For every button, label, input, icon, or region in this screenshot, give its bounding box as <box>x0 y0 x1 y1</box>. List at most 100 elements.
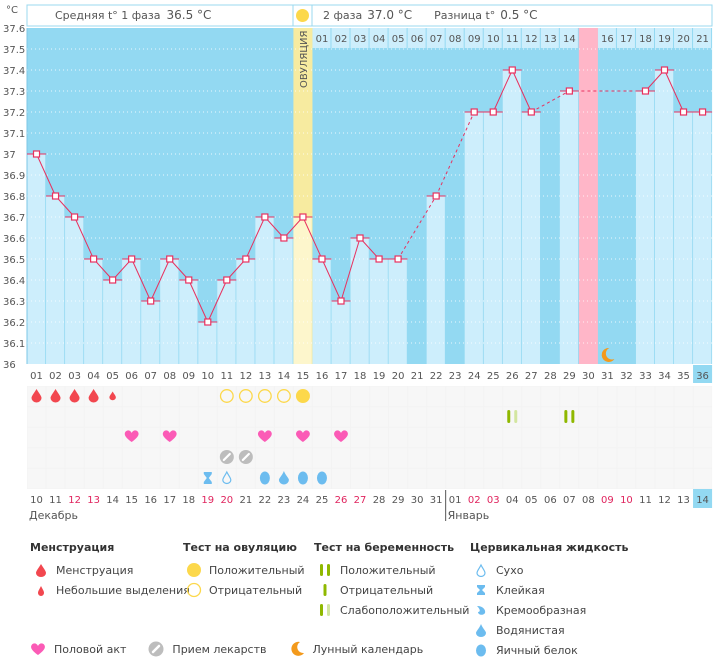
y-tick-label: 36.3 <box>3 297 25 308</box>
temperature-bar <box>464 112 483 364</box>
ovulation-negative-icon <box>219 389 234 403</box>
month-label: Январь <box>448 509 490 522</box>
calendar-date-label: 17 <box>163 495 176 506</box>
temperature-point <box>641 87 650 95</box>
symbol-cell <box>312 407 331 427</box>
symbol-grid-background <box>27 386 713 489</box>
symbol-cell <box>370 407 389 427</box>
legend-item: Половой акт <box>30 641 126 657</box>
legend-item: Лунный календарь <box>289 641 423 657</box>
post-ovulation-day-label: 02 <box>335 34 348 45</box>
legend-item: Сухо <box>470 560 628 580</box>
symbol-cell <box>65 448 84 468</box>
symbol-cell <box>141 427 160 448</box>
legend-item: Положительный <box>314 560 469 580</box>
legend-item: Кремообразная <box>470 600 628 620</box>
legend-pregnancy-test: Тест на беременность Положительный Отриц… <box>314 541 469 620</box>
calendar-date-label: 26 <box>335 495 348 506</box>
symbol-cell <box>560 386 579 407</box>
temperature-point <box>565 87 573 95</box>
heart-icon <box>31 643 45 655</box>
temperature-point <box>337 297 345 305</box>
symbol-cell <box>522 427 541 448</box>
symbol-cell <box>46 407 65 427</box>
symbol-cell <box>541 427 560 448</box>
symbol-cell <box>598 427 617 448</box>
symbol-cell <box>293 407 312 427</box>
symbol-cell <box>560 468 579 489</box>
symbol-cell <box>446 448 465 468</box>
symbol-cell <box>579 386 598 407</box>
temperature-point <box>261 213 269 221</box>
legend-ovulation-test: Тест на овуляцию Положительный Отрицател… <box>183 541 305 600</box>
cycle-day-label: 21 <box>411 371 424 382</box>
cycle-day-label: 23 <box>449 371 462 382</box>
symbol-cell <box>484 386 503 407</box>
y-tick-label: 37.6 <box>3 24 25 35</box>
temperature-bar <box>331 301 350 364</box>
legend-item: Положительный <box>183 560 305 580</box>
symbol-cell <box>465 468 484 489</box>
temperature-point <box>375 255 383 263</box>
legend-item: Менструация <box>30 560 190 580</box>
symbol-cell <box>198 427 217 448</box>
symbol-cell <box>331 448 351 468</box>
post-ovulation-day-cell <box>635 28 654 48</box>
ovulation-positive-icon <box>187 563 201 577</box>
symbol-cell <box>179 386 198 407</box>
symbol-rows: 01 02 03 04 05 06 07 08 09 10 11 12 13 14 15 16 17 18 19 20… <box>27 365 713 522</box>
fluid-eggwhite-icon <box>316 471 327 485</box>
symbol-cell <box>579 427 598 448</box>
heart-icon <box>334 430 348 442</box>
pregnancy-test-icon <box>507 410 511 423</box>
small-drop-icon <box>109 391 116 401</box>
cycle-day-label: 14 <box>278 371 291 382</box>
pregnancy-test-icon <box>514 410 518 423</box>
symbol-cell <box>560 407 579 427</box>
calendar-date-label: 24 <box>297 495 310 506</box>
symbol-cell <box>331 386 351 407</box>
cycle-day-label: 22 <box>430 371 443 382</box>
pregnancy-test-icon <box>571 410 575 423</box>
symbol-cell <box>84 427 103 448</box>
symbol-cell <box>522 448 541 468</box>
calendar-date-label: 14 <box>106 495 119 506</box>
phase2-box <box>311 4 713 27</box>
symbol-cell <box>274 448 293 468</box>
symbol-cell <box>617 427 636 448</box>
symbol-cell <box>84 407 103 427</box>
legend-item: Прием лекарств <box>148 641 267 657</box>
ovulation-negative-icon <box>276 389 291 403</box>
post-ovulation-day-label: 03 <box>354 34 367 45</box>
symbol-cell <box>427 386 446 407</box>
post-ovulation-day-cell <box>693 28 712 48</box>
ovulation-positive-icon <box>295 389 310 403</box>
cycle-day-label: 28 <box>544 371 557 382</box>
temperature-point <box>508 66 516 74</box>
temperature-point <box>166 255 174 263</box>
symbol-cell <box>674 468 693 489</box>
symbol-cell <box>446 468 465 489</box>
temperature-line-segment <box>245 216 266 260</box>
post-ovulation-day-label: 05 <box>392 34 405 45</box>
post-ovulation-day-label: 08 <box>449 34 462 45</box>
symbol-cell <box>693 407 712 427</box>
temperature-bar <box>84 259 103 364</box>
temperature-line-segment <box>131 258 152 302</box>
post-ovulation-day-cell <box>674 28 693 48</box>
symbol-cell <box>160 386 179 407</box>
temperature-bar <box>255 217 274 364</box>
symbol-cell <box>198 386 217 407</box>
cycle-day-label: 32 <box>620 371 633 382</box>
post-ovulation-day-label: 21 <box>696 34 709 45</box>
blood-drop-icon <box>31 389 42 403</box>
legend-title: Тест на беременность <box>314 541 455 554</box>
post-ovulation-day-cell <box>616 28 635 48</box>
phase1-label: Средняя t° 1 фаза 36.5 °C <box>55 8 211 22</box>
temperature-bar <box>65 217 84 364</box>
post-ovulation-day-label: 19 <box>658 34 671 45</box>
cycle-day-label: 06 <box>125 371 138 382</box>
calendar-date-label: 18 <box>182 495 195 506</box>
symbol-cell <box>236 407 255 427</box>
calendar-date-label: 13 <box>87 495 100 506</box>
